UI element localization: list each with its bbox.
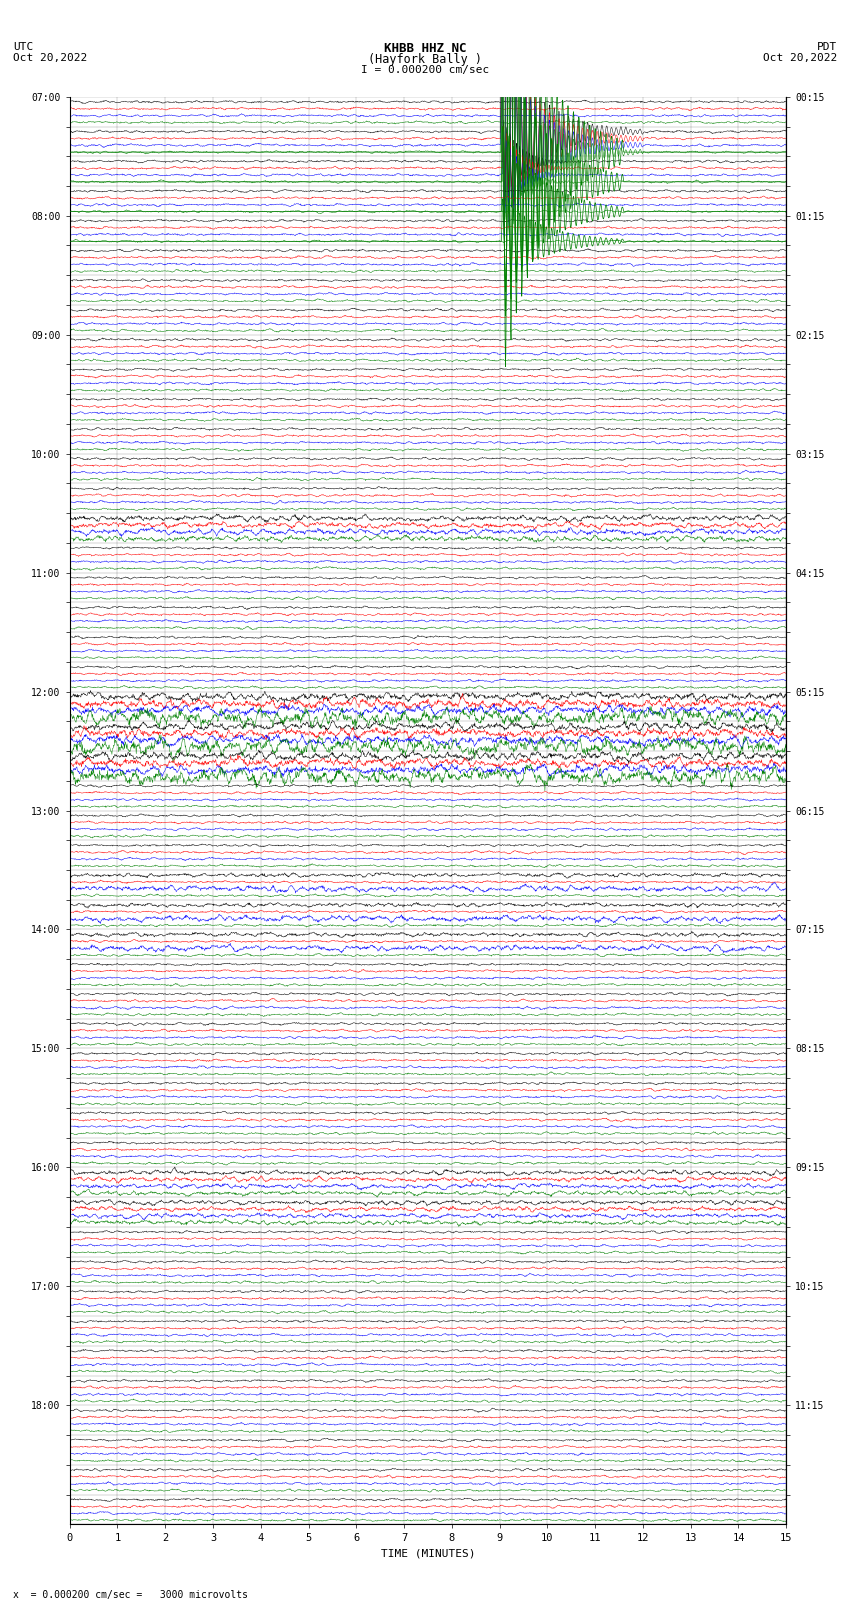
Text: Oct 20,2022: Oct 20,2022: [763, 53, 837, 63]
Text: I = 0.000200 cm/sec: I = 0.000200 cm/sec: [361, 65, 489, 74]
Text: PDT: PDT: [817, 42, 837, 52]
X-axis label: TIME (MINUTES): TIME (MINUTES): [381, 1548, 475, 1558]
Text: x  = 0.000200 cm/sec =   3000 microvolts: x = 0.000200 cm/sec = 3000 microvolts: [13, 1590, 247, 1600]
Text: Oct 20,2022: Oct 20,2022: [13, 53, 87, 63]
Text: KHBB HHZ NC: KHBB HHZ NC: [383, 42, 467, 55]
Text: (Hayfork Bally ): (Hayfork Bally ): [368, 53, 482, 66]
Text: UTC: UTC: [13, 42, 33, 52]
